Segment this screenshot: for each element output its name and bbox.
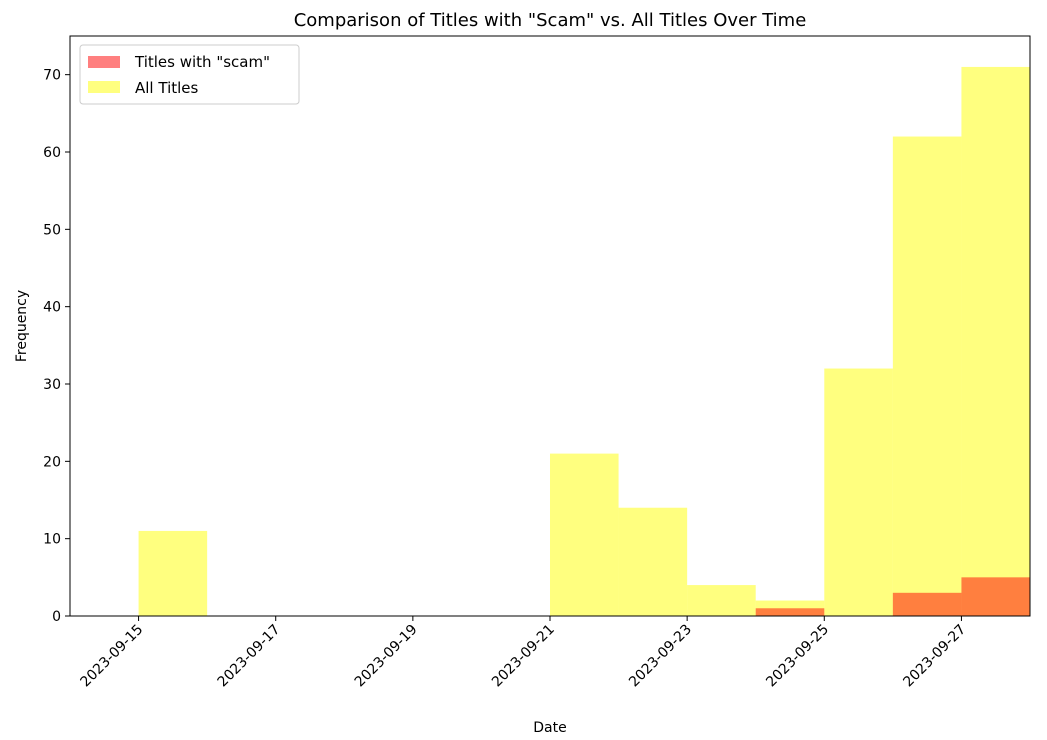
x-tick-label: 2023-09-27 — [900, 622, 969, 691]
x-tick-label: 2023-09-19 — [352, 622, 421, 691]
x-tick-label: 2023-09-15 — [78, 622, 147, 691]
x-tick-label: 2023-09-25 — [763, 622, 832, 691]
bar-all-titles-2023-09-15 — [138, 530, 208, 616]
y-tick-label: 40 — [43, 300, 61, 316]
x-axis-ticks: 2023-09-15 2023-09-17 2023-09-19 2023-09-21… — [78, 616, 969, 691]
y-tick-label: 30 — [43, 377, 61, 393]
legend-label-all-titles: All Titles — [135, 79, 199, 97]
bar-all-titles-2023-09-27 — [961, 66, 1030, 616]
bars-layer — [138, 66, 1030, 617]
y-tick-label: 50 — [43, 222, 61, 238]
y-tick-label: 60 — [43, 145, 61, 161]
bar-all-titles-2023-09-25 — [824, 368, 893, 616]
legend-swatch-all-titles — [88, 81, 120, 93]
x-tick-label: 2023-09-17 — [215, 622, 284, 691]
bar-scam-2023-09-26 — [892, 592, 962, 616]
y-tick-label: 20 — [43, 454, 61, 470]
bar-all-titles-2023-09-26 — [892, 136, 962, 617]
legend-box — [79, 44, 300, 105]
x-tick-label: 2023-09-23 — [626, 622, 695, 691]
y-axis-ticks: 0 10 20 30 40 50 60 70 — [43, 68, 70, 625]
bar-scam-2023-09-24 — [755, 608, 825, 616]
bar-scam-2023-09-27 — [961, 577, 1030, 616]
bar-all-titles-2023-09-23 — [687, 585, 756, 616]
chart-title: Comparison of Titles with "Scam" vs. All… — [294, 10, 807, 31]
legend-label-scam: Titles with "scam" — [134, 53, 270, 71]
legend-swatch-scam — [88, 56, 120, 68]
bar-all-titles-2023-09-22 — [618, 507, 688, 616]
bar-all-titles-2023-09-21 — [550, 453, 619, 616]
y-tick-label: 10 — [43, 532, 61, 548]
y-tick-label: 0 — [52, 609, 61, 625]
y-tick-label: 70 — [43, 68, 61, 84]
legend: Titles with "scam" All Titles — [79, 44, 300, 105]
y-axis-label: Frequency — [14, 290, 30, 362]
x-axis-label: Date — [533, 720, 566, 736]
x-tick-label: 2023-09-21 — [489, 622, 558, 691]
